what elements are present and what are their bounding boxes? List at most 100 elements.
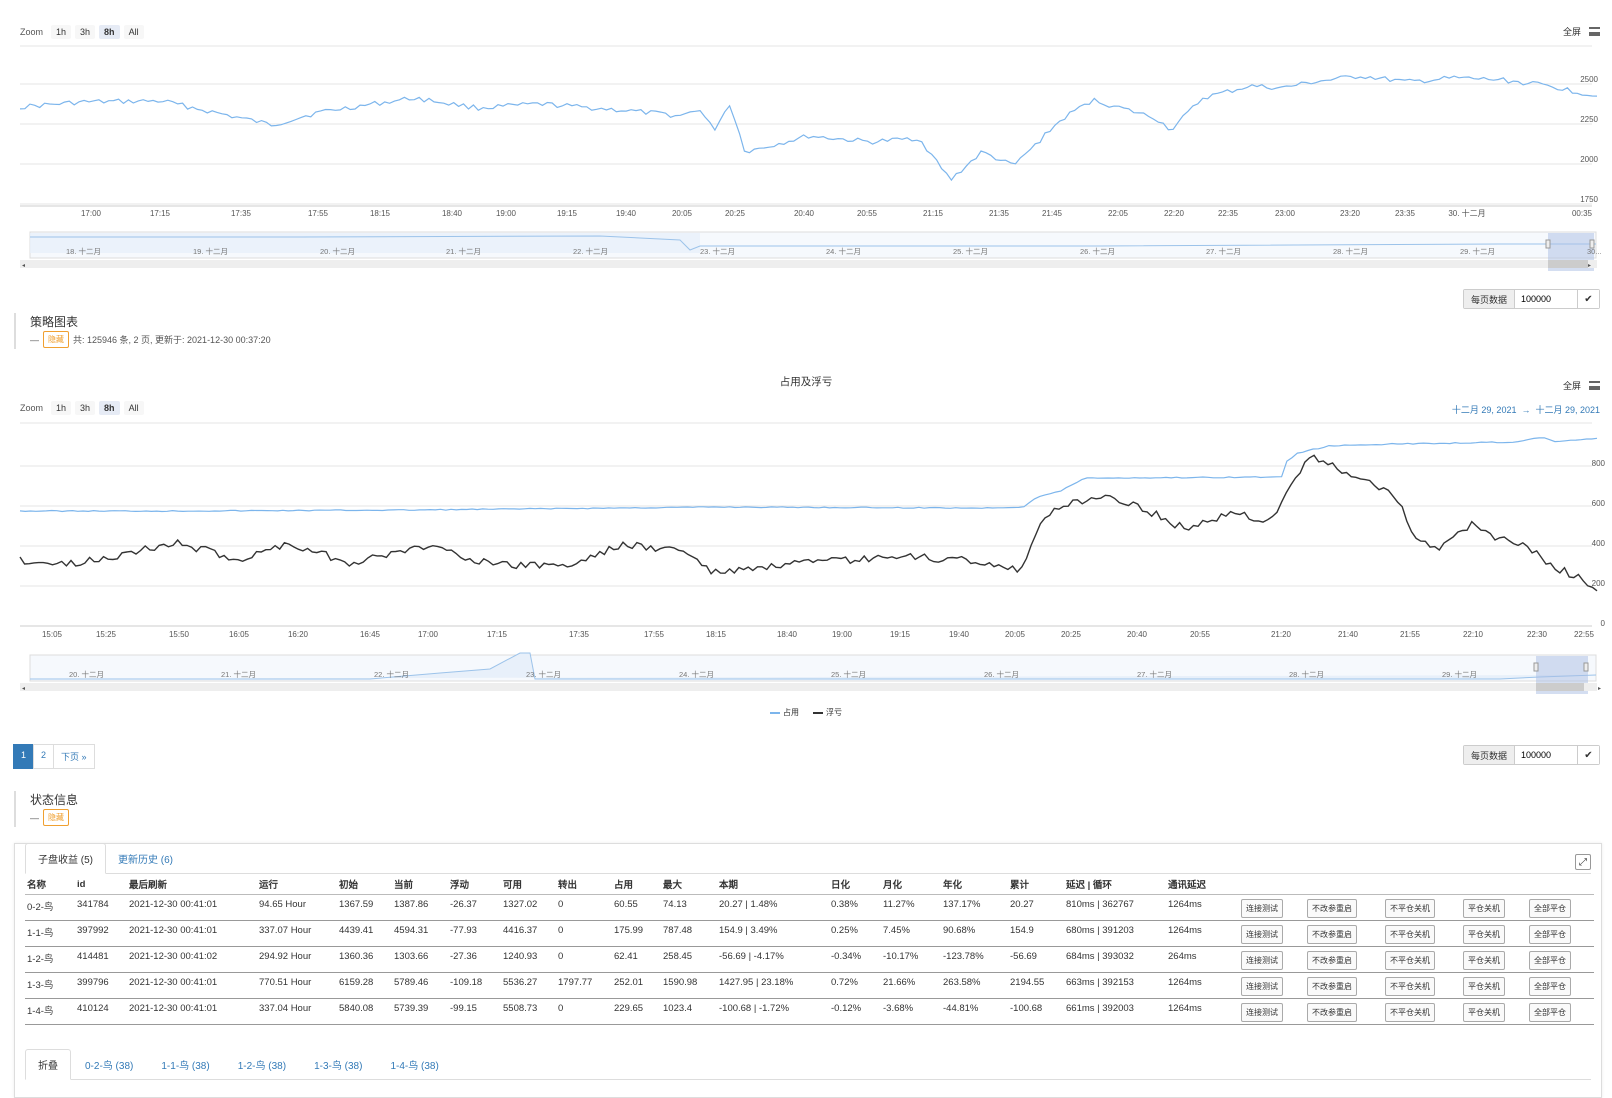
tab-sub-account-profit[interactable]: 子盘收益 (5) — [25, 843, 106, 874]
zoom-all-button[interactable]: All — [123, 401, 144, 415]
navigator-handle-right — [1583, 662, 1589, 672]
perpage-input[interactable] — [1515, 290, 1577, 308]
check-icon[interactable]: ✔ — [1577, 746, 1599, 764]
shutdown-keep-position-button[interactable]: 不平仓关机 — [1385, 977, 1435, 996]
table-cell: 414481 — [75, 946, 127, 973]
shutdown-keep-position-button[interactable]: 不平仓关机 — [1385, 951, 1435, 970]
x-tick-label: 16:45 — [360, 630, 381, 639]
x-tick-label: 20:25 — [725, 209, 746, 218]
shutdown-keep-position-button[interactable]: 不平仓关机 — [1385, 899, 1435, 918]
zoom-label: Zoom — [20, 27, 44, 37]
x-tick-label: 19:15 — [557, 209, 578, 218]
next-page-button[interactable]: 下页 » — [53, 744, 95, 769]
table-cell: 60.55 — [612, 894, 661, 921]
x-tick-label: 22:35 — [1218, 209, 1239, 218]
table-cell: 7.45% — [881, 920, 941, 947]
zoom-1h-button[interactable]: 1h — [51, 401, 72, 415]
hide-button[interactable]: 隐藏 — [43, 331, 69, 348]
close-position-shutdown-button[interactable]: 平仓关机 — [1463, 951, 1505, 970]
legend-item-float-loss[interactable]: 浮亏 — [813, 707, 842, 718]
connect-test-button[interactable]: 连接测试 — [1241, 925, 1283, 944]
table-cell: 5840.08 — [337, 998, 392, 1025]
x-tick-label: 17:35 — [231, 209, 252, 218]
table-cell: 175.99 — [612, 920, 661, 947]
tab-sub-account[interactable]: 1-1-鸟 (38) — [161, 1061, 210, 1072]
page-2-button[interactable]: 2 — [33, 744, 55, 769]
close-all-positions-button[interactable]: 全部平仓 — [1529, 1003, 1571, 1022]
table-cell: -0.12% — [829, 998, 881, 1025]
menu-icon[interactable] — [1589, 27, 1600, 36]
zoom-3h-button[interactable]: 3h — [75, 25, 96, 39]
table-cell: 1427.95 | 23.18% — [717, 972, 829, 999]
tab-sub-account[interactable]: 1-2-鸟 (38) — [237, 1061, 287, 1072]
close-all-positions-button[interactable]: 全部平仓 — [1529, 899, 1571, 918]
close-position-shutdown-button[interactable]: 平仓关机 — [1463, 1003, 1505, 1022]
menu-icon[interactable] — [1589, 381, 1600, 390]
table-cell: 2021-12-30 00:41:01 — [127, 972, 257, 999]
zoom-all-button[interactable]: All — [123, 25, 144, 39]
tab-sub-account[interactable]: 1-3-鸟 (38) — [314, 1061, 363, 1072]
page-1-button[interactable]: 1 — [13, 744, 35, 769]
table-cell: 94.65 Hour — [257, 894, 337, 921]
column-header: 运行 — [257, 874, 337, 895]
table-cell: -26.37 — [448, 894, 501, 921]
close-all-positions-button[interactable]: 全部平仓 — [1529, 951, 1571, 970]
tab-collapse[interactable]: 折叠 — [25, 1049, 71, 1080]
hide-button[interactable]: 隐藏 — [43, 809, 69, 826]
column-header: 本期 — [717, 874, 829, 895]
table-cell: 4439.41 — [337, 920, 392, 947]
tab-update-history[interactable]: 更新历史 (6) — [118, 855, 173, 866]
chart2-tools: 全屏 — [1563, 379, 1600, 392]
legend-item-occupy[interactable]: 占用 — [770, 707, 799, 718]
y-tick-label: 1750 — [1580, 195, 1598, 204]
x-tick-label: 20:05 — [1005, 630, 1026, 639]
x-tick-label: 20:55 — [857, 209, 878, 218]
close-all-positions-button[interactable]: 全部平仓 — [1529, 925, 1571, 944]
column-header: 最后刷新 — [127, 874, 257, 895]
connect-test-button[interactable]: 连接测试 — [1241, 1003, 1283, 1022]
connect-test-button[interactable]: 连接测试 — [1241, 899, 1283, 918]
close-all-positions-button[interactable]: 全部平仓 — [1529, 977, 1571, 996]
close-position-shutdown-button[interactable]: 平仓关机 — [1463, 899, 1505, 918]
column-header: 累计 — [1008, 874, 1064, 895]
chart2-date-range[interactable]: 十二月 29, 2021 → 十二月 29, 2021 — [1451, 405, 1600, 415]
table-cell: 20.27 | 1.48% — [717, 894, 829, 921]
shutdown-keep-position-button[interactable]: 不平仓关机 — [1385, 925, 1435, 944]
restart-button[interactable]: 不改参重启 — [1307, 1003, 1357, 1022]
table-cell: 0 — [556, 894, 612, 921]
zoom-1h-button[interactable]: 1h — [51, 25, 72, 39]
check-icon[interactable]: ✔ — [1577, 290, 1599, 308]
table-cell: 410124 — [75, 998, 127, 1025]
table-cell: 1360.36 — [337, 946, 392, 973]
fullscreen-button[interactable]: 全屏 — [1562, 381, 1581, 391]
column-header-actions — [1461, 874, 1527, 895]
restart-button[interactable]: 不改参重启 — [1307, 925, 1357, 944]
table-cell: 0.72% — [829, 972, 881, 999]
tab-sub-account[interactable]: 0-2-鸟 (38) — [85, 1061, 134, 1072]
close-position-shutdown-button[interactable]: 平仓关机 — [1463, 977, 1505, 996]
table-cell-action: 全部平仓 — [1527, 946, 1594, 973]
column-header: 当前 — [392, 874, 448, 895]
connect-test-button[interactable]: 连接测试 — [1241, 951, 1283, 970]
close-position-shutdown-button[interactable]: 平仓关机 — [1463, 925, 1505, 944]
zoom-8h-button[interactable]: 8h — [99, 25, 120, 39]
connect-test-button[interactable]: 连接测试 — [1241, 977, 1283, 996]
fullscreen-button[interactable]: 全屏 — [1562, 27, 1581, 37]
navigator-label: 25. 十二月 — [831, 669, 866, 679]
shutdown-keep-position-button[interactable]: 不平仓关机 — [1385, 1003, 1435, 1022]
x-tick-label: 16:05 — [229, 630, 250, 639]
perpage-input[interactable] — [1515, 746, 1577, 764]
status-section-header: 状态信息 — 隐藏 — [14, 791, 78, 827]
x-tick-label: 19:40 — [949, 630, 970, 639]
restart-button[interactable]: 不改参重启 — [1307, 977, 1357, 996]
table-cell-action: 连接测试 — [1239, 946, 1305, 973]
expand-icon[interactable]: ⤢ — [1575, 854, 1591, 870]
table-cell: 294.92 Hour — [257, 946, 337, 973]
restart-button[interactable]: 不改参重启 — [1307, 899, 1357, 918]
restart-button[interactable]: 不改参重启 — [1307, 951, 1357, 970]
zoom-3h-button[interactable]: 3h — [75, 401, 96, 415]
tab-sub-account[interactable]: 1-4-鸟 (38) — [390, 1061, 439, 1072]
zoom-8h-button[interactable]: 8h — [99, 401, 120, 415]
table-cell: 0 — [556, 946, 612, 973]
table-cell-action: 全部平仓 — [1527, 894, 1594, 921]
